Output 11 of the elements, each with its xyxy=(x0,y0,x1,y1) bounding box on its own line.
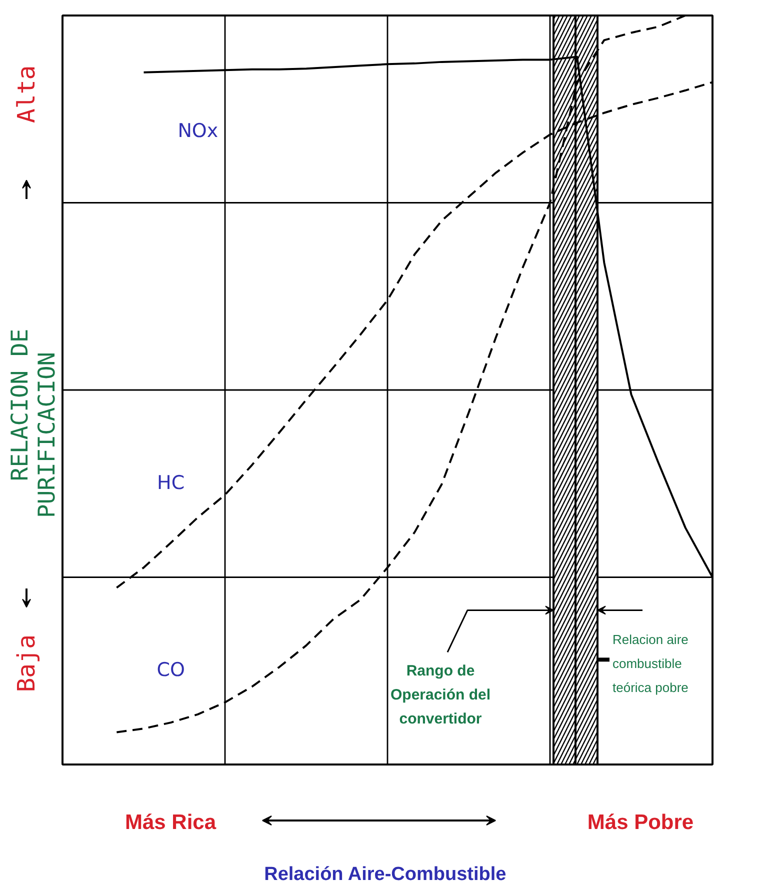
y-axis-title: RELACION DE PURIFICACION xyxy=(8,328,60,518)
series-label: HC xyxy=(157,472,185,494)
text: Más Rica xyxy=(124,811,216,834)
series-label: CO xyxy=(156,659,185,682)
text: Más Pobre xyxy=(587,811,694,834)
annotation: Relacion aire combustible teórica pobre xyxy=(612,632,688,695)
text: Relación Aire-Combustible xyxy=(264,864,506,885)
text: NOx xyxy=(178,120,218,142)
text: Alta xyxy=(12,65,40,124)
text: Baja xyxy=(12,634,40,692)
annotation: Rango de Operación del convertidor xyxy=(390,662,491,728)
